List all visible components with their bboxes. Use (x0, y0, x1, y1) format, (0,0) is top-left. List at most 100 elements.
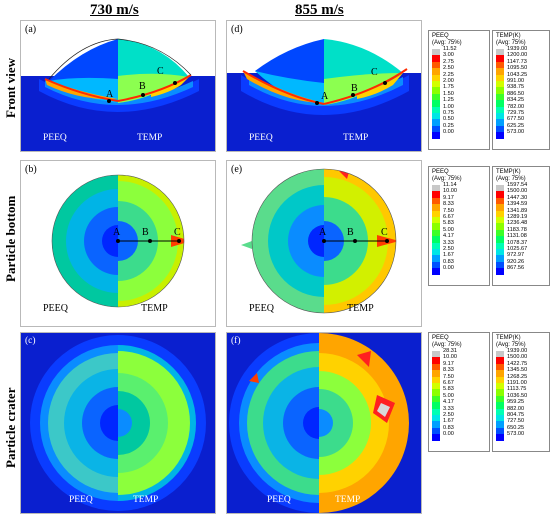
legend-value: 1289.19 (507, 214, 528, 220)
legend-swatch (496, 113, 504, 120)
legend-value: 938.75 (507, 84, 525, 91)
legend-swatch (432, 351, 440, 358)
legend-value: 1191.00 (507, 380, 527, 386)
legend-value: 882.00 (507, 405, 525, 412)
legend-swatch (432, 55, 440, 62)
legend-swatch (432, 185, 440, 192)
legend-value: 28.31 (443, 348, 457, 354)
legend-swatch (496, 376, 504, 383)
legend-value: 5.83 (443, 220, 454, 227)
legend-value: 1147.73 (507, 58, 527, 65)
legend-value: 3.00 (443, 52, 454, 59)
legend-value: 2.00 (443, 78, 454, 84)
temp-caption: TEMP (343, 133, 369, 143)
legend-swatch (432, 61, 440, 69)
column-header-855: 855 m/s (295, 2, 344, 18)
legend-value: 972.97 (507, 252, 525, 259)
legend-swatch (496, 191, 504, 198)
legend-swatch (496, 268, 504, 275)
legend-swatch (432, 236, 440, 243)
legend-value: 727.50 (507, 418, 525, 425)
legend-value: 886.50 (507, 90, 525, 97)
panel-e-particle-bottom-855: (e) A B C PEEQ TEMP (226, 160, 422, 327)
legend-swatch (496, 261, 504, 269)
legend-swatch (496, 236, 504, 243)
temp-caption: TEMP (141, 303, 168, 314)
legend-value: 1.50 (443, 90, 454, 97)
legend-value: 1.00 (443, 103, 454, 110)
legend-swatch (432, 210, 440, 217)
legend-swatch (496, 242, 504, 249)
legend-swatch (432, 81, 440, 88)
legend-value: 1095.50 (507, 65, 528, 72)
legend-swatch (432, 434, 440, 441)
point-a-label: A (113, 227, 121, 238)
legend-peeq-front: PEEQ (Avg: 75%) 11.52 3.00 2.75 2.50 2.25 2.00… (428, 30, 490, 150)
legend-swatch (496, 49, 504, 56)
panel-c-particle-crater-730: (c) PEEQ TEMP (20, 332, 216, 514)
row-label-particle-bottom: Particle bottom (3, 195, 18, 282)
point-a-label: A (321, 91, 329, 102)
legend-swatch (496, 395, 504, 403)
legend-value: 1422.75 (507, 360, 528, 367)
legend-swatch (496, 87, 504, 94)
peeq-caption: PEEQ (249, 303, 274, 314)
temp-caption: TEMP (133, 495, 159, 505)
legend-value: 1345.50 (507, 367, 528, 374)
legend-swatch (496, 74, 504, 81)
legend-value: 0.00 (443, 129, 454, 136)
temp-caption: TEMP (137, 133, 163, 143)
legend-value: 0.50 (443, 116, 454, 123)
legend-value: 1036.50 (507, 392, 528, 399)
legend-value: 1183.78 (507, 226, 527, 233)
point-b-label: B (351, 83, 358, 94)
legend-value: 6.67 (443, 380, 454, 386)
legend-swatch (496, 389, 504, 396)
legend-swatch (432, 421, 440, 428)
point-c-label: C (157, 66, 164, 77)
legend-value: 8.33 (443, 367, 454, 374)
legend-value: 1939.00 (507, 348, 528, 354)
legend-value: 1.75 (443, 84, 454, 91)
legend-value: 1078.37 (507, 239, 528, 246)
legend-title: PEEQ (Avg: 75%) (432, 169, 462, 182)
legend-swatch (496, 68, 504, 75)
legend-swatch (432, 119, 440, 126)
point-b-label: B (347, 227, 354, 238)
legend-swatch (432, 415, 440, 422)
legend-swatch (432, 68, 440, 75)
legend-swatch (432, 229, 440, 237)
legend-value: 6.67 (443, 214, 454, 220)
legend-swatch (496, 249, 504, 256)
row-label-particle-crater: Particle crater (3, 387, 18, 468)
legend-value: 5.00 (443, 226, 454, 233)
legend-swatch (432, 197, 440, 205)
legend-swatch (432, 191, 440, 198)
legend-swatch (432, 402, 440, 409)
legend-swatch (496, 55, 504, 62)
legend-swatch (432, 255, 440, 262)
legend-value: 0.00 (443, 431, 454, 438)
legend-swatch (496, 370, 504, 377)
legend-value: 1.67 (443, 252, 454, 259)
panel-f-particle-crater-855: (f) PEEQ TEMP (226, 332, 422, 514)
legend-swatch (432, 357, 440, 364)
legend-temp-front: TEMP(K) (Avg: 75%) 1939.00 1200.00 1147.73 1… (492, 30, 550, 150)
panel-tag: (c) (25, 336, 36, 346)
legend-value: 4.17 (443, 399, 454, 406)
legend-value: 8.33 (443, 201, 454, 208)
legend-value: 1.67 (443, 418, 454, 425)
legend-swatch (432, 427, 440, 435)
legend-value: 1043.25 (507, 71, 528, 78)
legend-swatch (432, 261, 440, 269)
legend-value: 677.50 (507, 116, 525, 123)
legend-swatch (432, 249, 440, 256)
legend-swatch (496, 119, 504, 126)
legend-title: TEMP(K) (Avg: 75%) (496, 33, 526, 46)
legend-value: 782.00 (507, 103, 525, 110)
column-header-730: 730 m/s (90, 2, 139, 18)
peeq-caption: PEEQ (43, 133, 67, 143)
legend-swatch (496, 100, 504, 107)
legend-swatch (432, 100, 440, 107)
legend-value: 959.25 (507, 399, 525, 406)
